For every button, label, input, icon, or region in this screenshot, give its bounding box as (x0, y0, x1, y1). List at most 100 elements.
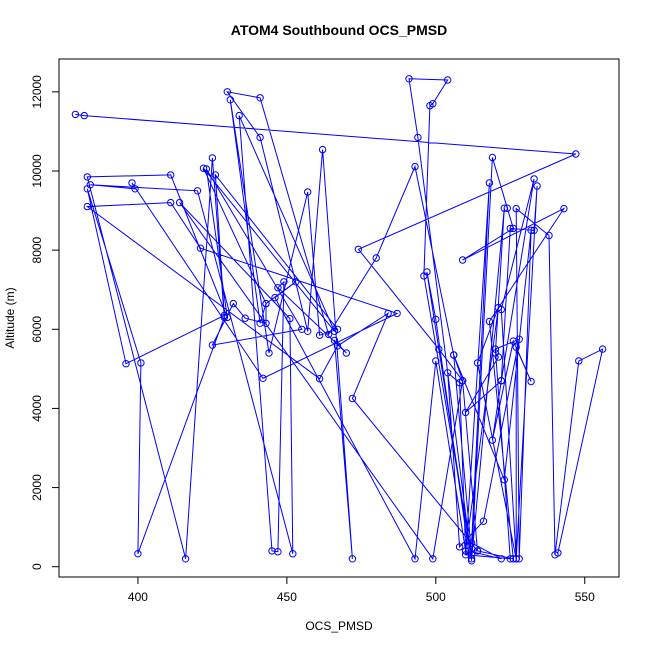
data-point (280, 278, 288, 286)
data-point (324, 330, 333, 339)
x-axis: 400 450 500 550 (128, 577, 595, 604)
data-point (384, 309, 392, 318)
data-point (330, 336, 339, 345)
data-point (128, 179, 136, 187)
data-point (315, 331, 324, 339)
data-point (467, 539, 476, 547)
data-point (265, 349, 273, 357)
data-point (220, 313, 229, 322)
data-point (560, 204, 568, 213)
data-point (485, 317, 494, 326)
data-point (411, 162, 419, 171)
data-point (202, 165, 211, 173)
data-point (211, 171, 220, 179)
data-point (193, 187, 202, 195)
data-point (598, 345, 607, 353)
data-point (342, 349, 351, 357)
data-point (208, 341, 217, 349)
x-tick-label: 500 (426, 590, 446, 604)
data-point (315, 375, 324, 383)
data-point (292, 278, 300, 286)
data-point (393, 309, 401, 318)
x-axis-label: OCS_PMSD (305, 619, 373, 633)
data-point (432, 315, 440, 324)
data-point (450, 351, 458, 359)
data-point (533, 182, 541, 190)
data-point (515, 335, 523, 343)
data-point (461, 408, 470, 417)
x-tick-label: 550 (575, 590, 595, 604)
data-point (348, 394, 357, 403)
data-point (444, 76, 452, 84)
data-point (411, 555, 419, 563)
plot-area (71, 75, 607, 565)
data-point (527, 226, 535, 235)
data-point (86, 181, 95, 189)
data-point (512, 343, 520, 351)
data-point (485, 179, 494, 187)
data-point (268, 547, 276, 555)
y-tick-label: 12000 (30, 75, 44, 109)
data-point (241, 314, 249, 322)
data-point (491, 345, 500, 353)
data-point (274, 284, 282, 292)
data-point (348, 555, 357, 563)
data-point (271, 293, 279, 302)
data-point (181, 555, 190, 563)
data-point (256, 94, 264, 102)
data-point (167, 171, 175, 179)
x-tick-label: 400 (128, 590, 148, 604)
data-point (122, 360, 130, 368)
data-point (298, 325, 306, 333)
data-point (420, 272, 428, 280)
data-point (497, 377, 505, 385)
data-point (530, 175, 538, 183)
data-point (226, 96, 235, 104)
data-point (354, 245, 363, 254)
y-tick-label: 0 (30, 563, 44, 570)
data-point (175, 198, 184, 207)
data-point (80, 111, 89, 120)
data-point (527, 377, 535, 386)
data-point (137, 359, 145, 367)
data-point (426, 102, 434, 110)
data-point (455, 543, 464, 551)
data-point (131, 185, 139, 193)
data-point (256, 133, 264, 142)
data-point (488, 153, 497, 162)
data-point (503, 204, 511, 212)
data-point (554, 549, 562, 557)
data-point (467, 555, 476, 563)
chart-title: ATOM4 Southbound OCS_PMSD (231, 22, 447, 38)
y-tick-label: 8000 (30, 236, 44, 263)
data-point (167, 198, 175, 207)
data-point (575, 357, 583, 365)
data-point (71, 110, 80, 119)
data-point (304, 188, 312, 196)
data-point (435, 345, 443, 353)
data-point (208, 154, 217, 162)
data-point (444, 369, 452, 377)
y-tick-label: 2000 (30, 474, 44, 501)
plot-frame (58, 58, 620, 578)
data-point (196, 244, 205, 252)
data-point (429, 555, 437, 563)
data-point (506, 224, 514, 233)
data-point (83, 202, 92, 211)
data-point (467, 551, 476, 559)
y-axis-label: Altitude (m) (3, 287, 17, 348)
data-point (500, 476, 508, 484)
data-point (512, 204, 520, 213)
data-point (223, 88, 232, 96)
data-point (134, 550, 142, 558)
data-point (494, 353, 503, 361)
data-point (458, 256, 467, 264)
data-point (515, 555, 523, 563)
data-point (414, 133, 422, 142)
data-point (83, 173, 92, 181)
data-point (223, 313, 232, 322)
data-point (333, 342, 342, 350)
series-line (75, 78, 604, 561)
data-point (488, 436, 497, 444)
